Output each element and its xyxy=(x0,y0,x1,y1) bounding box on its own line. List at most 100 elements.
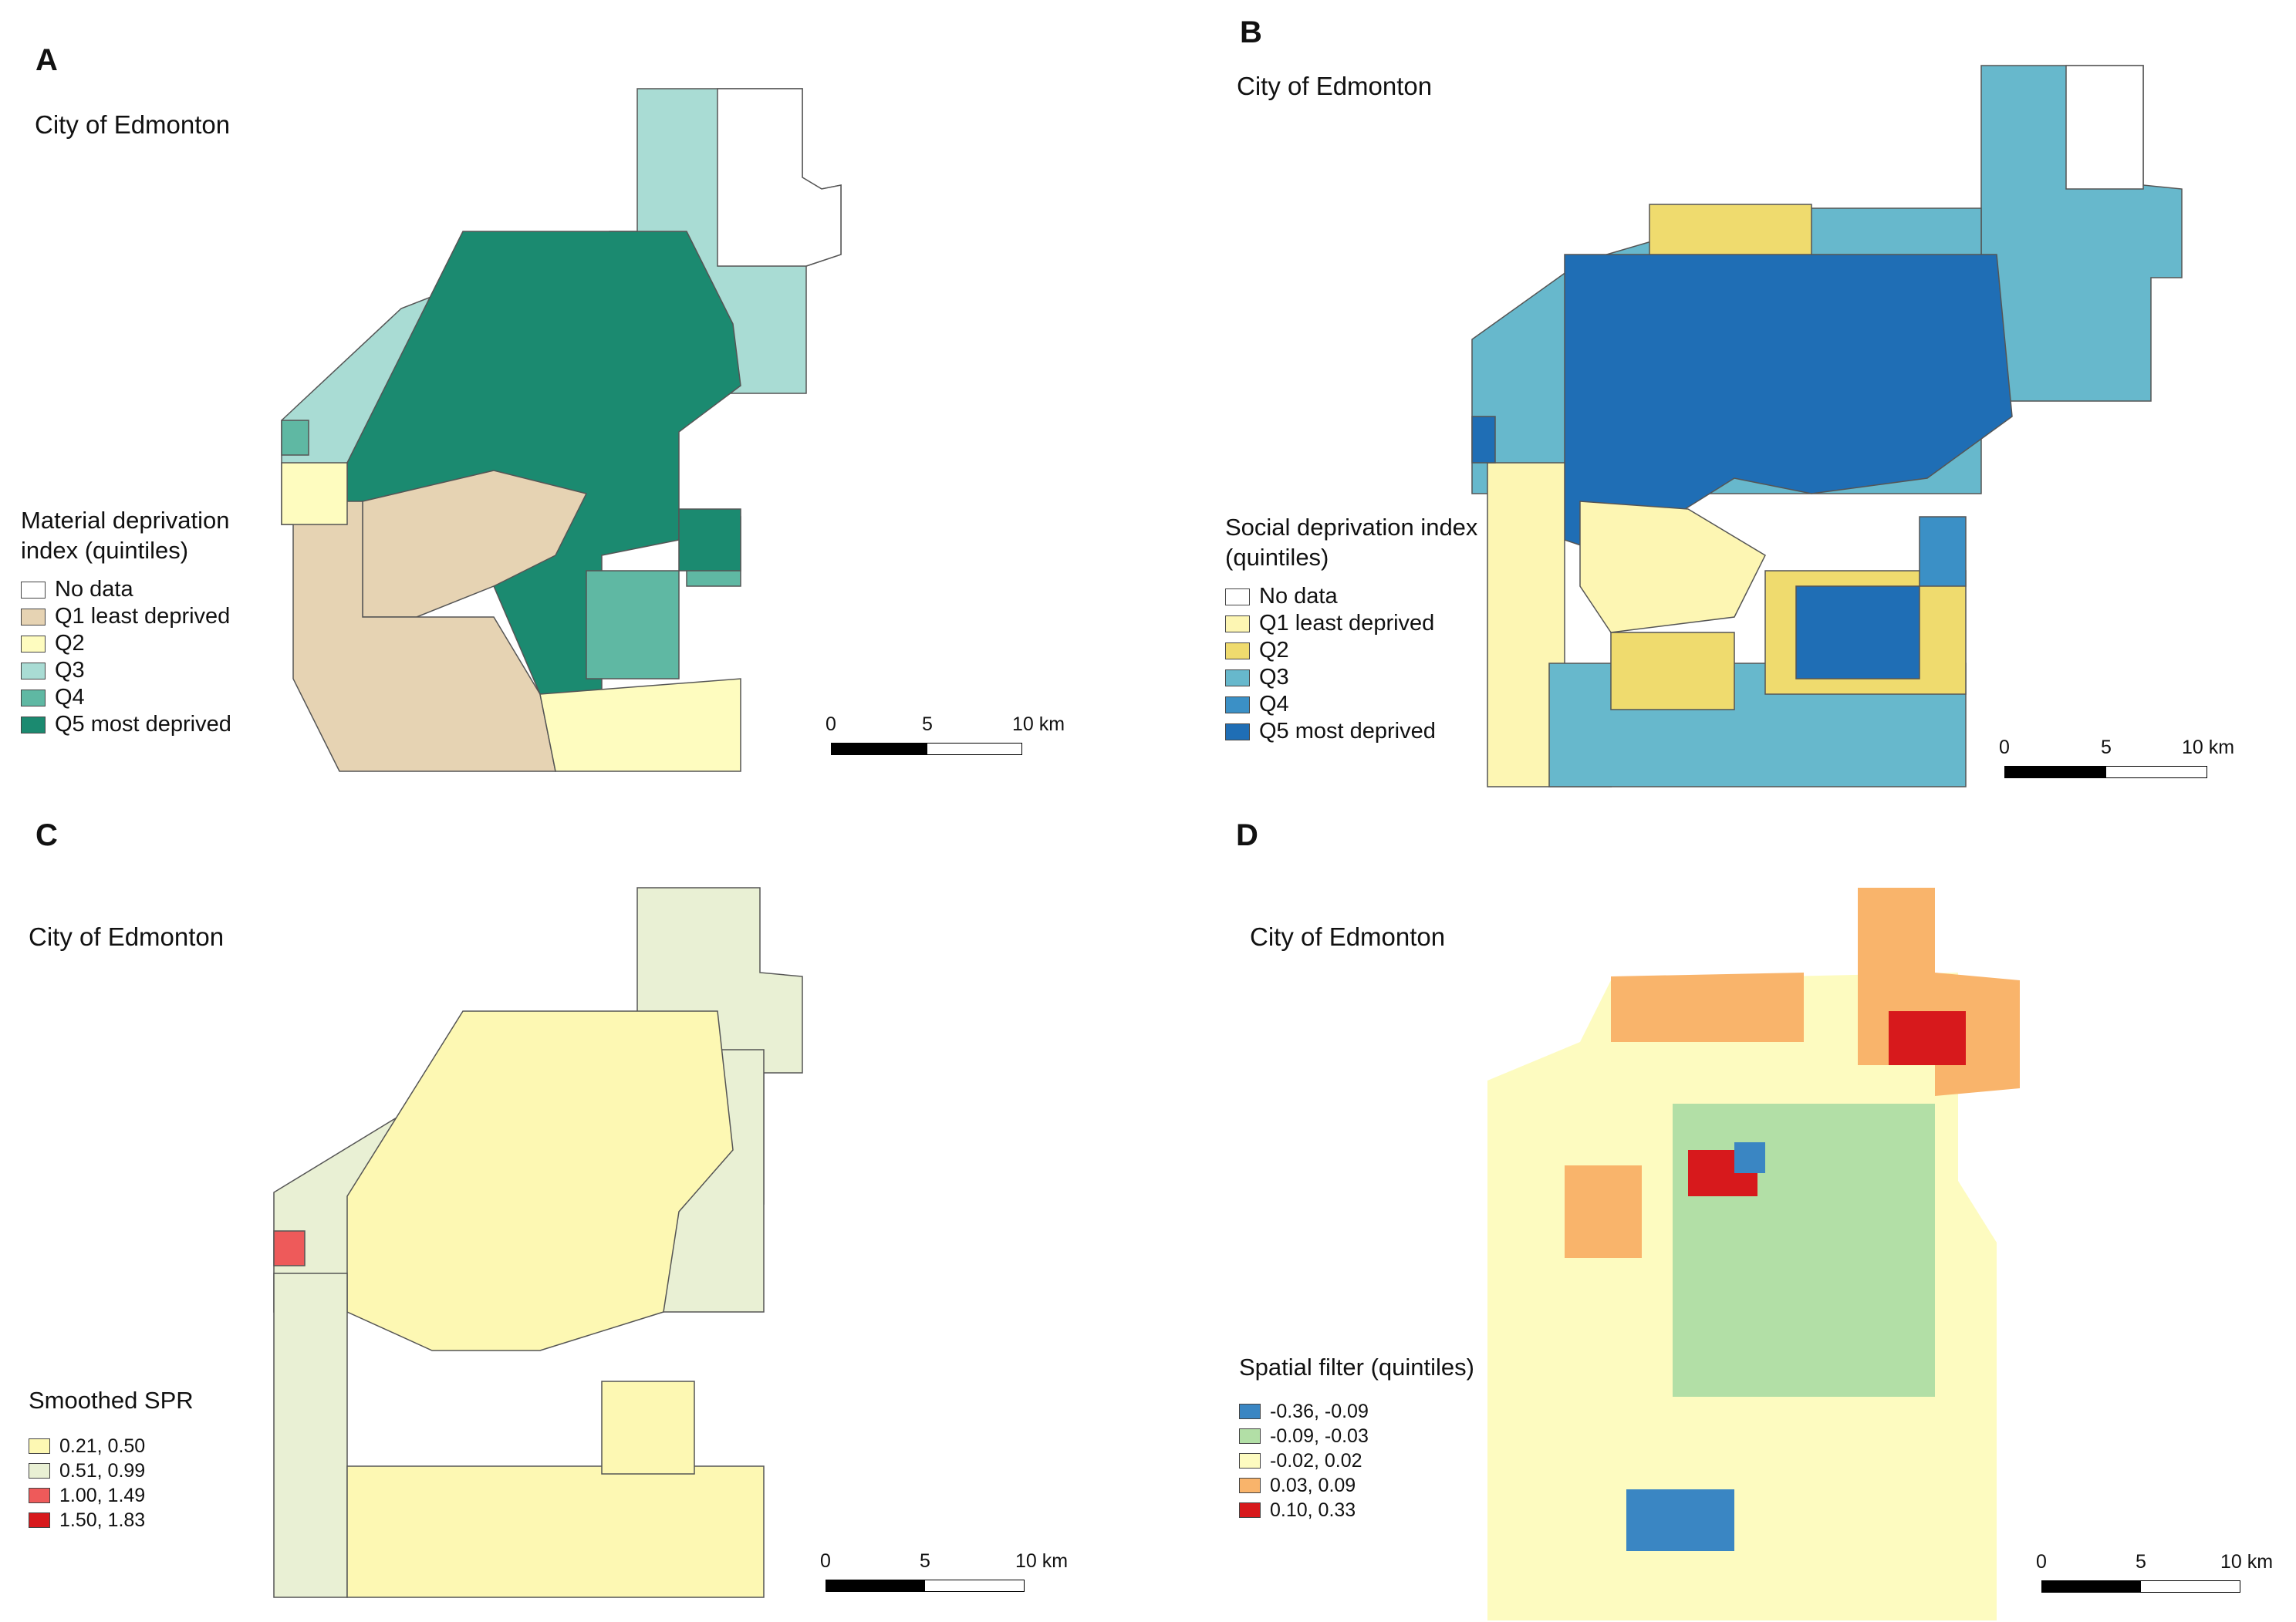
map-b-edmonton xyxy=(1471,65,2183,787)
scale-label-0: 0 xyxy=(820,1550,831,1572)
legend-item: Q1 least deprived xyxy=(21,603,283,630)
scale-label-0: 0 xyxy=(2036,1551,2047,1573)
map-title: City of Edmonton xyxy=(35,110,231,139)
scale-label-5: 5 xyxy=(2136,1551,2146,1573)
legend-d: Spatial filter (quintiles) -0.36, -0.09 … xyxy=(1239,1352,1486,1523)
map-a-edmonton xyxy=(281,88,842,772)
legend-swatch xyxy=(1239,1428,1261,1444)
scale-label-5: 5 xyxy=(920,1550,930,1572)
map-b-south-q2 xyxy=(1610,632,1735,710)
scale-bar-white xyxy=(2140,1580,2240,1593)
legend-swatch xyxy=(21,635,46,653)
legend-swatch xyxy=(29,1512,50,1528)
legend-swatch xyxy=(1225,723,1250,740)
legend-item: -0.36, -0.09 xyxy=(1239,1399,1486,1424)
legend-item: 0.51, 0.99 xyxy=(29,1458,275,1483)
map-b-east-q4 xyxy=(1919,516,1967,587)
legend-swatch xyxy=(1225,696,1250,713)
scale-label-5: 5 xyxy=(2101,737,2112,758)
scale-bar-black xyxy=(2041,1580,2141,1593)
legend-swatch xyxy=(1225,669,1250,686)
panel-letter: C xyxy=(35,818,58,852)
legend-a: Material deprivation index (quintiles) N… xyxy=(21,505,283,738)
legend-item: Q5 most deprived xyxy=(1225,718,1503,745)
legend-item: -0.09, -0.03 xyxy=(1239,1424,1486,1448)
scale-label-10: 10 km xyxy=(2220,1551,2274,1573)
scale-bar: 0 5 10 km xyxy=(1999,737,2235,806)
legend-c: Smoothed SPR 0.21, 0.50 0.51, 0.99 1.00,… xyxy=(29,1385,275,1533)
map-c-south xyxy=(346,1465,765,1598)
scale-bar-black xyxy=(2004,766,2106,778)
scale-label-0: 0 xyxy=(826,713,836,735)
legend-swatch xyxy=(1239,1502,1261,1518)
panel-b-social-deprivation-map: B City of Edmonton Social deprivation in… xyxy=(1148,0,2296,811)
legend-item: No data xyxy=(21,576,283,603)
legend-swatch xyxy=(29,1488,50,1503)
map-d-blue-central xyxy=(1734,1142,1765,1173)
legend-item: Q2 xyxy=(21,630,283,657)
legend-item: 0.03, 0.09 xyxy=(1239,1473,1486,1498)
map-d-west-orange xyxy=(1565,1165,1642,1258)
map-d-north-orange-west xyxy=(1611,973,1804,1042)
scale-bar-white xyxy=(927,743,1022,755)
legend-title: Social deprivation index (quintiles) xyxy=(1225,514,1478,571)
map-b-southeast-core xyxy=(1795,585,1920,679)
legend-swatch xyxy=(29,1438,50,1454)
legend-item: Q4 xyxy=(21,684,283,711)
scale-label-10: 10 km xyxy=(1011,713,1065,735)
legend-swatch xyxy=(21,716,46,733)
legend-item: -0.02, 0.02 xyxy=(1239,1448,1486,1473)
scale-bar-white xyxy=(924,1580,1025,1592)
legend-swatch xyxy=(1239,1404,1261,1419)
map-a-nodata-northeast xyxy=(717,88,842,267)
map-c-west-red xyxy=(273,1230,306,1266)
map-d-red-cluster-north xyxy=(1889,1011,1966,1065)
legend-swatch xyxy=(21,689,46,706)
map-c-southeast-suburbs xyxy=(601,1381,695,1475)
legend-swatch xyxy=(1225,642,1250,659)
scale-label-10: 10 km xyxy=(2181,737,2235,758)
scale-bar: 0 5 10 km xyxy=(820,1550,1068,1620)
map-a-southeast-q2 xyxy=(539,678,741,772)
scale-bar-black xyxy=(826,1580,925,1592)
legend-swatch xyxy=(1225,588,1250,605)
map-c-southwest xyxy=(273,1273,348,1598)
scale-bar-white xyxy=(2105,766,2207,778)
legend-swatch xyxy=(29,1463,50,1479)
map-b-nodata-northeast xyxy=(2065,65,2144,190)
legend-swatch xyxy=(21,581,46,599)
legend-title: Smoothed SPR xyxy=(29,1387,194,1414)
scale-bar-black xyxy=(831,743,927,755)
legend-item: 1.50, 1.83 xyxy=(29,1508,275,1533)
legend-item: Q3 xyxy=(21,657,283,684)
legend-item: Q1 least deprived xyxy=(1225,610,1503,637)
legend-item: No data xyxy=(1225,583,1503,610)
map-a-west-q2 xyxy=(281,462,348,525)
panel-d-spatial-filter-map: D City of Edmonton Spatial filter (quint… xyxy=(1148,811,2296,1621)
panel-a-material-deprivation-map: A City of Edmonton Material deprivation … xyxy=(0,0,1148,811)
map-c-edmonton xyxy=(273,887,803,1598)
map-a-far-west xyxy=(281,420,309,456)
map-d-edmonton xyxy=(1487,888,2020,1620)
map-d-base xyxy=(1487,888,2020,1620)
legend-item: Q4 xyxy=(1225,691,1503,718)
legend-swatch xyxy=(1239,1453,1261,1469)
scale-bar: 0 5 10 km xyxy=(2036,1551,2274,1620)
scale-label-5: 5 xyxy=(922,713,933,735)
legend-title: Material deprivation index (quintiles) xyxy=(21,507,230,564)
legend-swatch xyxy=(21,608,46,626)
map-title: City of Edmonton xyxy=(1250,922,1446,951)
map-c-urban-core xyxy=(346,1010,734,1351)
map-b-far-west-q5 xyxy=(1471,416,1496,464)
map-a-southeast-suburbs xyxy=(586,570,680,679)
map-d-central-green xyxy=(1673,1104,1935,1397)
map-b-base xyxy=(1471,65,2183,787)
legend-swatch xyxy=(1225,615,1250,632)
panel-letter: D xyxy=(1236,818,1258,852)
legend-item: Q5 most deprived xyxy=(21,711,283,738)
legend-swatch xyxy=(21,662,46,679)
panel-c-smoothed-spr-map: C City of Edmonton Smoothed SPR 0.21, 0.… xyxy=(0,811,1148,1621)
panel-letter: A xyxy=(35,43,58,77)
map-title: City of Edmonton xyxy=(29,922,225,951)
map-a-base xyxy=(281,88,842,772)
